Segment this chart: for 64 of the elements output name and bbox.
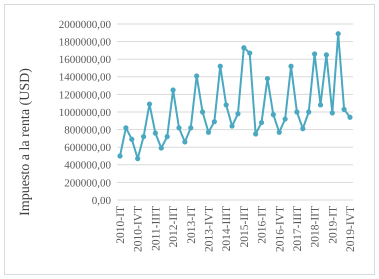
point	[324, 52, 330, 58]
y-tick-label: 400000,00	[64, 160, 112, 172]
y-tick-label: 1400000,00	[58, 72, 112, 84]
point	[188, 125, 194, 130]
point	[206, 130, 212, 135]
y-tick-label: 1200000,00	[58, 89, 112, 102]
point	[146, 101, 152, 107]
point	[135, 156, 140, 162]
y-tick-label: 1000000,00	[58, 106, 112, 119]
point	[224, 102, 229, 108]
point	[312, 51, 318, 57]
point	[182, 139, 188, 145]
point	[194, 73, 200, 79]
point	[170, 87, 176, 93]
y-tick-label: 200000,00	[64, 177, 112, 190]
x-tick-label: 2017-IIIT	[292, 206, 304, 252]
point	[318, 102, 324, 108]
point	[294, 109, 300, 115]
x-tick-label: 2010-IT	[115, 206, 128, 244]
point	[212, 119, 217, 124]
point	[282, 116, 288, 122]
x-tick-label: 2015-IIT	[238, 206, 251, 248]
point	[235, 111, 241, 116]
point	[270, 112, 276, 118]
point	[264, 76, 270, 82]
point	[241, 45, 246, 50]
y-tick-label: 0,00	[92, 194, 112, 207]
point	[342, 106, 347, 112]
y-tick-label: 600000,00	[64, 142, 112, 154]
point	[218, 64, 223, 69]
x-tick-label: 2012-IIT	[168, 206, 180, 248]
point	[330, 110, 335, 116]
x-tick-label: 2016-IVT	[274, 206, 286, 252]
point	[258, 120, 264, 126]
point	[300, 126, 306, 132]
point	[176, 125, 182, 130]
y-tick-label: 800000,00	[64, 124, 112, 136]
point	[129, 136, 134, 142]
x-tick-label: 2019-IT	[327, 206, 340, 244]
point	[200, 109, 206, 115]
x-tick-label: 2018-IIT	[310, 206, 322, 248]
x-tick-label: 2014-IIIT	[221, 206, 234, 252]
point	[117, 153, 123, 159]
point	[276, 130, 282, 135]
x-tick-label: 2019-IVT	[345, 206, 358, 252]
y-tick-label: 1600000,00	[58, 54, 112, 66]
point	[306, 109, 312, 115]
point	[152, 130, 158, 136]
point	[164, 134, 170, 140]
y-tick-label: 2000000,00	[58, 18, 112, 31]
point	[247, 50, 252, 56]
y-axis-title: Impuesto a la renta (USD)	[18, 68, 33, 216]
x-tick-label: 2011-IIIT	[150, 206, 162, 251]
x-tick-label: 2013-IVT	[203, 206, 216, 252]
point	[336, 31, 341, 36]
x-tick-label: 2016-IT	[256, 206, 269, 244]
point	[253, 131, 258, 137]
point	[123, 125, 128, 130]
x-tick-label: 2010-IVT	[132, 206, 145, 252]
point	[347, 114, 353, 120]
point	[140, 134, 146, 140]
point	[288, 64, 294, 69]
x-tick-label: 2013-IT	[186, 206, 198, 244]
y-tick-label: 1800000,00	[58, 36, 112, 48]
